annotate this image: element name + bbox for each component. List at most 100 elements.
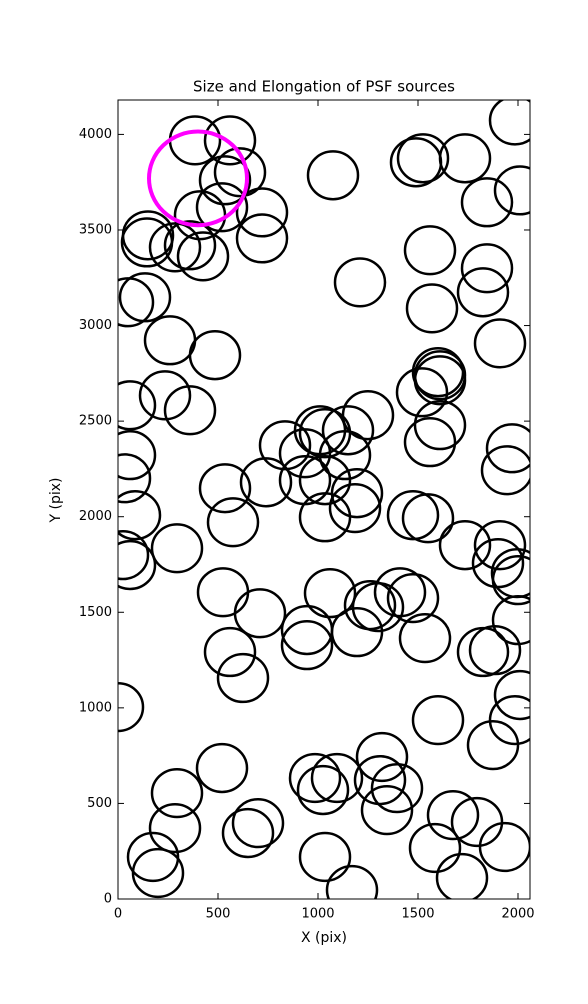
psf-ellipse [235,187,289,238]
y-tick-label: 1500 [79,605,112,620]
psf-ellipse [413,399,467,451]
psf-ellipse [198,463,252,514]
psf-ellipse [411,694,465,746]
psf-ellipse [118,453,152,504]
x-tick-label: 2000 [501,907,534,922]
psf-ellipse [488,100,530,146]
psf-ellipse [370,762,424,814]
x-tick-label: 1000 [301,907,334,922]
psf-ellipse [288,752,342,804]
psf-ellipse [426,789,480,841]
y-tick-label: 4000 [79,127,112,142]
psf-ellipse [473,318,527,369]
psf-ellipse [239,457,293,508]
psf-ellipse [485,423,530,474]
psf-ellipse [411,347,465,398]
psf-ellipse [195,182,249,233]
axes-frame [117,99,531,900]
psf-ellipse [188,330,242,381]
psf-ellipse [148,802,202,854]
psf-ellipse [386,490,440,541]
psf-ellipse [231,797,285,849]
psf-ellipse [118,681,145,733]
psf-ellipse [450,796,504,848]
psf-ellipse [405,283,459,334]
psf-ellipse [460,243,514,294]
psf-ellipse [216,652,270,704]
y-tick-label: 500 [87,796,112,811]
psf-ellipse [233,588,287,639]
y-tick-label: 1000 [79,700,112,715]
y-axis-label: Y (pix) [48,478,64,524]
psf-ellipse [341,390,395,441]
psf-ellipse [396,133,450,184]
psf-ellipse [398,612,452,664]
x-tick-label: 0 [114,907,122,922]
x-tick-label: 500 [206,907,231,922]
psf-ellipse [493,669,530,721]
psf-ellipse [473,520,527,571]
psf-ellipse [195,742,249,794]
psf-ellipse [118,277,155,328]
psf-ellipse [325,864,379,899]
psf-ellipse [303,568,357,619]
psf-ellipse [163,385,217,436]
psf-ellipse [118,490,162,541]
psf-ellipse [148,222,202,273]
psf-ellipse [310,752,364,804]
psf-ellipse [468,624,522,676]
chart-title: Size and Elongation of PSF sources [193,78,455,96]
psf-ellipse [480,445,530,496]
psf-ellipse [360,784,414,836]
psf-ellipse [235,213,289,264]
psf-ellipse [395,367,449,418]
psf-ellipse [118,430,157,481]
psf-ellipse [438,520,492,571]
y-tick-label: 0 [104,892,112,907]
psf-ellipse [147,129,249,228]
psf-ellipse [118,529,150,581]
psf-ellipse [355,731,409,783]
psf-ellipse [403,225,457,276]
psf-ellipse [328,482,382,534]
psf-ellipse [478,821,530,873]
psf-ellipse [438,133,492,184]
psf-ellipse [280,620,334,671]
psf-ellipse [435,852,489,899]
psf-ellipse [150,767,204,819]
psf-ellipse [120,217,174,268]
psf-ellipse [138,370,192,421]
y-tick-label: 2500 [79,414,112,429]
y-tick-label: 3500 [79,222,112,237]
y-tick-label: 3000 [79,318,112,333]
psf-ellipse [206,497,260,548]
psf-ellipse [298,831,352,883]
x-axis-label: X (pix) [301,930,347,946]
psf-ellipse [493,165,530,216]
psf-ellipse [150,523,204,574]
psf-ellipse [298,455,352,506]
psf-ellipse [386,572,440,624]
y-tick-label: 2000 [79,509,112,524]
x-tick-label: 1500 [401,907,434,922]
psf-ellipse [176,231,230,282]
psf-ellipse [333,257,387,308]
psf-ellipse [203,626,257,678]
psf-ellipse [491,555,530,606]
psf-ellipse [488,694,530,746]
psf-ellipse [213,147,267,198]
psf-ellipse [118,380,157,431]
psf-ellipse [466,719,520,771]
psf-ellipse [118,539,157,591]
psf-ellipse [298,492,352,543]
psf-ellipse [296,764,350,816]
psf-ellipse [401,493,455,544]
plot-area [118,100,530,899]
psf-ellipse [163,220,217,271]
psf-ellipse [373,567,427,618]
psf-ellipse [318,430,372,481]
psf-ellipse [403,417,457,468]
psf-ellipse [203,115,257,166]
psf-ellipse [198,155,252,206]
psf-ellipse [221,807,275,859]
